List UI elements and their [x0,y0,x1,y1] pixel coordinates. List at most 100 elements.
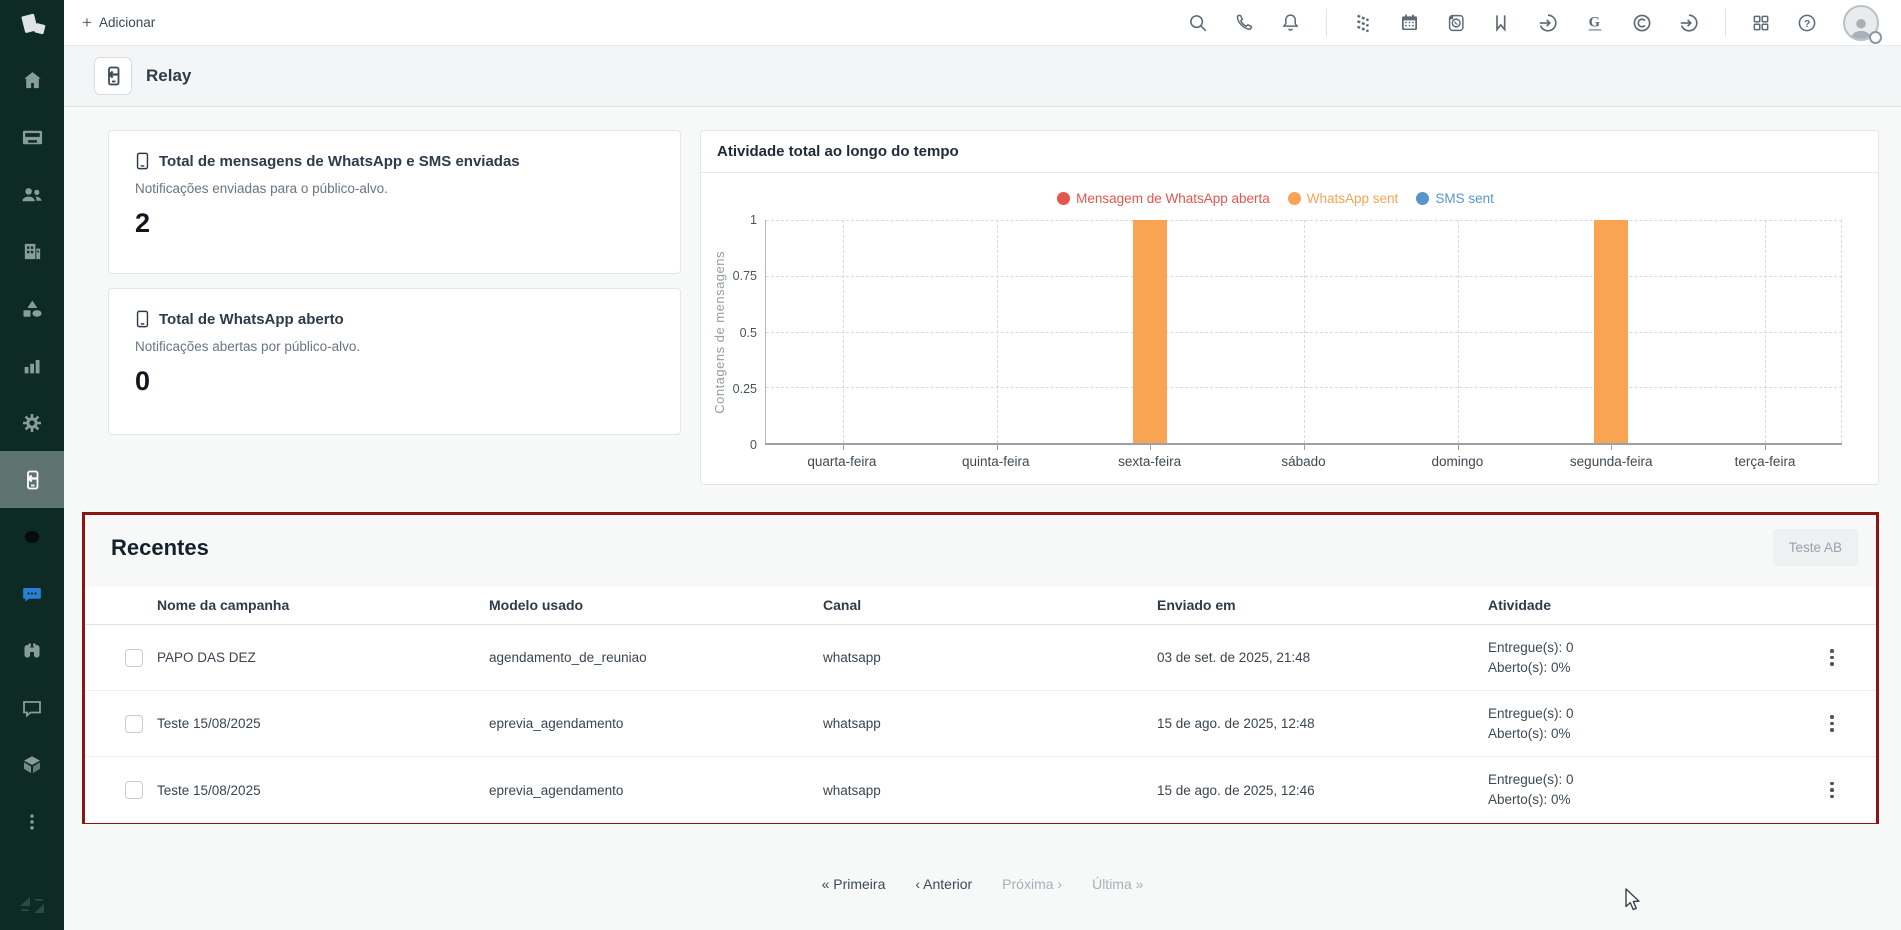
sidebar-item-companies[interactable] [0,223,64,280]
campaign-name-cell: PAPO DAS DEZ [157,650,489,665]
sidebar-item-products[interactable] [0,280,64,337]
table-row[interactable]: PAPO DAS DEZ agendamento_de_reuniao what… [85,625,1876,691]
y-axis-ticks: 10.750.50.250 [729,220,765,445]
row-menu-button[interactable] [1818,710,1846,738]
sidebar-item-feedback[interactable] [0,679,64,736]
chart-column [1688,220,1842,443]
sidebar-item-dark-circle[interactable] [0,508,64,565]
campaigns-table: Nome da campanha Modelo usado Canal Envi… [85,587,1876,823]
x-tick-label: terça-feira [1688,454,1842,469]
status-dot [1869,31,1882,44]
pagination-next[interactable]: Próxima › [1002,876,1062,892]
chart-legend: Mensagem de WhatsApp aberta WhatsApp sent… [709,191,1842,206]
channel-cell: whatsapp [823,783,1157,798]
sidebar-item-relay[interactable] [0,451,64,508]
row-menu-button[interactable] [1818,776,1846,804]
pagination-first[interactable]: « Primeira [822,876,886,892]
model-cell: eprevia_agendamento [489,716,823,731]
activity-chart-card: Atividade total ao longo do tempo Mensag… [700,130,1879,485]
x-axis-labels: quarta-feiraquinta-feirasexta-feirasábad… [765,454,1842,469]
legend-item[interactable]: SMS sent [1416,191,1494,206]
sent-at-cell: 15 de ago. de 2025, 12:46 [1157,783,1488,798]
pagination-last[interactable]: Última » [1092,876,1143,892]
add-button[interactable]: + Adicionar [82,14,155,31]
search-icon[interactable] [1187,12,1209,34]
page-title: Relay [146,66,191,86]
stat-card-value: 2 [135,208,654,239]
x-tick-label: segunda-feira [1534,454,1688,469]
building-icon [21,240,44,263]
row-menu-button[interactable] [1818,644,1846,672]
mobile-icon [135,310,150,328]
ab-test-button[interactable]: Teste AB [1773,529,1858,566]
dots-vertical-icon [22,812,42,832]
chart-plot [765,220,1842,445]
sidebar-item-integrations[interactable] [0,736,64,793]
logo-icon [15,10,49,42]
legend-dot-icon [1288,192,1301,205]
delivered-line: Entregue(s): 0 [1488,704,1804,724]
recents-section: Recentes Teste AB Nome da campanha Model… [82,512,1879,824]
chart-column [1073,220,1227,443]
shapes-icon [20,297,44,321]
stat-card-title: Total de WhatsApp aberto [159,311,344,328]
chart-column [1535,220,1689,443]
binoculars-icon [20,639,44,663]
sidebar [0,0,64,930]
sidebar-item-contacts[interactable] [0,166,64,223]
calendar-icon[interactable] [1399,12,1420,33]
column-header: Nome da campanha [157,597,489,613]
apps-grid-icon[interactable] [1751,13,1771,33]
pattern-icon[interactable] [1352,12,1374,34]
x-tick-label: quinta-feira [919,454,1073,469]
sent-at-cell: 03 de set. de 2025, 21:48 [1157,650,1488,665]
whatsapp-contacts-icon[interactable] [1445,12,1467,34]
legend-label: Mensagem de WhatsApp aberta [1076,191,1270,206]
row-checkbox[interactable] [125,715,143,733]
phone-icon[interactable] [1234,12,1255,33]
user-avatar[interactable] [1843,5,1879,41]
row-checkbox[interactable] [125,649,143,667]
page-header: Relay [64,46,1901,107]
mobile-icon [135,152,150,170]
sidebar-item-reports[interactable] [0,337,64,394]
notifications-icon[interactable] [1280,12,1301,34]
svg-text:?: ? [1804,17,1810,29]
copyright-icon[interactable] [1631,12,1653,34]
row-checkbox[interactable] [125,781,143,799]
sidebar-item-inbox[interactable] [0,109,64,166]
legend-item[interactable]: Mensagem de WhatsApp aberta [1057,191,1270,206]
sign-in-icon[interactable] [1537,12,1559,34]
model-cell: agendamento_de_reuniao [489,650,823,665]
delivered-line: Entregue(s): 0 [1488,770,1804,790]
table-row[interactable]: Teste 15/08/2025 eprevia_agendamento wha… [85,691,1876,757]
y-tick-label: 0.25 [733,382,757,396]
sidebar-item-chat[interactable] [0,565,64,622]
pagination-prev[interactable]: ‹ Anterior [915,876,972,892]
table-row[interactable]: Teste 15/08/2025 eprevia_agendamento wha… [85,757,1876,823]
x-tick-label: sexta-feira [1073,454,1227,469]
column-header: Enviado em [1157,597,1488,613]
home-icon [21,69,44,92]
chart-bar [1133,220,1167,443]
relay-page-icon [94,57,132,95]
legend-label: SMS sent [1435,191,1494,206]
gear-icon [20,411,44,435]
sidebar-item-prospecting[interactable] [0,622,64,679]
topbar: + Adicionar [64,0,1901,46]
sidebar-item-home[interactable] [0,52,64,109]
g-letter-icon[interactable]: G [1584,12,1606,34]
help-icon[interactable]: ? [1796,12,1818,34]
topbar-divider [1326,9,1327,37]
svg-text:G: G [1589,14,1600,30]
people-icon [20,183,44,207]
stat-card-value: 0 [135,366,654,397]
sidebar-item-more[interactable] [0,793,64,850]
sign-in-alt-icon[interactable] [1678,12,1700,34]
legend-item[interactable]: WhatsApp sent [1288,191,1399,206]
app-logo[interactable] [0,0,64,52]
w-bookmark-icon[interactable] [1492,12,1512,33]
sidebar-item-settings[interactable] [0,394,64,451]
campaign-name-cell: Teste 15/08/2025 [157,783,489,798]
chart-column [1381,220,1535,443]
